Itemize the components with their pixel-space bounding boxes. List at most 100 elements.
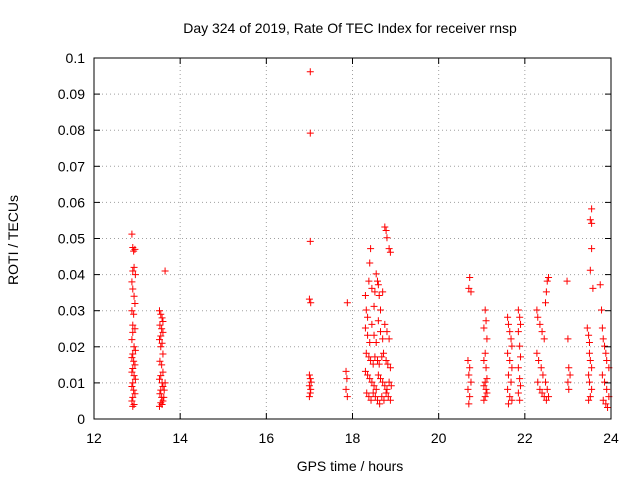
data-point <box>373 396 381 404</box>
data-point <box>155 402 163 410</box>
data-point <box>386 248 394 256</box>
data-point <box>539 371 547 379</box>
data-point <box>377 306 385 314</box>
data-point <box>516 375 524 383</box>
data-point <box>131 346 139 354</box>
y-tick-label: 0.05 <box>58 231 85 247</box>
data-point <box>131 390 139 398</box>
y-tick-label: 0.1 <box>66 50 86 66</box>
data-point <box>386 396 394 404</box>
data-point <box>536 385 544 393</box>
data-point <box>307 378 315 386</box>
y-tick-label: 0.03 <box>58 303 85 319</box>
data-point <box>381 320 389 328</box>
data-point <box>481 378 489 386</box>
data-point <box>128 307 136 315</box>
data-point <box>368 284 376 292</box>
data-point <box>365 393 373 401</box>
data-point <box>517 320 525 328</box>
data-point <box>367 245 375 253</box>
data-point <box>543 385 551 393</box>
data-point <box>306 129 314 137</box>
data-point <box>586 357 594 365</box>
ticks: 12 14 16 18 20 22 24 0 0.01 0.02 0.03 0.04 0.05 0.06 0… <box>58 50 619 446</box>
data-point <box>157 399 165 407</box>
y-tick-label: 0.04 <box>58 267 85 283</box>
data-point <box>601 378 609 386</box>
data-point <box>517 353 525 361</box>
data-point <box>369 389 377 397</box>
data-point <box>535 357 543 365</box>
data-point <box>543 277 551 285</box>
data-point <box>507 378 515 386</box>
data-point <box>384 393 392 401</box>
data-point <box>372 385 380 393</box>
data-point <box>155 375 163 383</box>
data-point <box>542 378 550 386</box>
data-point <box>364 331 372 339</box>
data-point <box>564 335 572 343</box>
data-point <box>378 393 386 401</box>
data-point <box>361 324 369 332</box>
data-point <box>380 349 388 357</box>
data-point <box>156 390 164 398</box>
data-point <box>516 342 524 350</box>
data-point <box>129 321 137 329</box>
data-point <box>374 317 382 325</box>
data-point <box>373 357 381 365</box>
data-point <box>128 397 136 405</box>
data-point <box>588 205 596 213</box>
data-point <box>155 307 163 315</box>
data-point <box>128 383 136 391</box>
data-point <box>585 338 593 346</box>
data-point <box>514 389 522 397</box>
data-point <box>482 385 490 393</box>
data-point <box>362 349 370 357</box>
data-point <box>504 313 512 321</box>
data-point <box>371 393 379 401</box>
data-point <box>129 379 137 387</box>
y-tick-label: 0.09 <box>58 86 85 102</box>
x-tick-label: 18 <box>345 430 361 446</box>
data-point <box>599 396 607 404</box>
data-point <box>129 364 137 372</box>
data-point <box>603 357 611 365</box>
data-point <box>366 338 374 346</box>
data-point <box>129 402 137 410</box>
x-tick-label: 16 <box>259 430 275 446</box>
data-point <box>464 357 472 365</box>
data-point <box>540 393 548 401</box>
data-point <box>514 328 522 336</box>
data-point <box>128 230 136 238</box>
data-point <box>385 245 393 253</box>
data-point <box>533 306 541 314</box>
data-point <box>305 382 313 390</box>
data-point <box>382 357 390 365</box>
data-point <box>508 364 516 372</box>
data-point <box>602 400 610 408</box>
data-point <box>383 328 391 336</box>
data-point <box>466 364 474 372</box>
chart-title: Day 324 of 2019, Rate Of TEC Index for r… <box>183 20 517 36</box>
y-tick-label: 0.06 <box>58 194 85 210</box>
data-point <box>370 331 378 339</box>
data-point <box>465 371 473 379</box>
y-axis-label: ROTI / TECUs <box>5 195 21 285</box>
data-point <box>131 271 139 279</box>
data-point <box>155 336 163 344</box>
data-point <box>158 314 166 322</box>
data-point <box>367 396 375 404</box>
data-point <box>368 320 376 328</box>
data-point <box>482 364 490 372</box>
data-point <box>306 389 314 397</box>
data-point <box>585 331 593 339</box>
data-point <box>504 349 512 357</box>
x-tick-label: 22 <box>517 430 533 446</box>
data-point <box>378 353 386 361</box>
data-point <box>129 350 137 358</box>
data-point <box>372 270 380 278</box>
data-point <box>602 349 610 357</box>
data-point <box>343 299 351 307</box>
data-point <box>536 320 544 328</box>
